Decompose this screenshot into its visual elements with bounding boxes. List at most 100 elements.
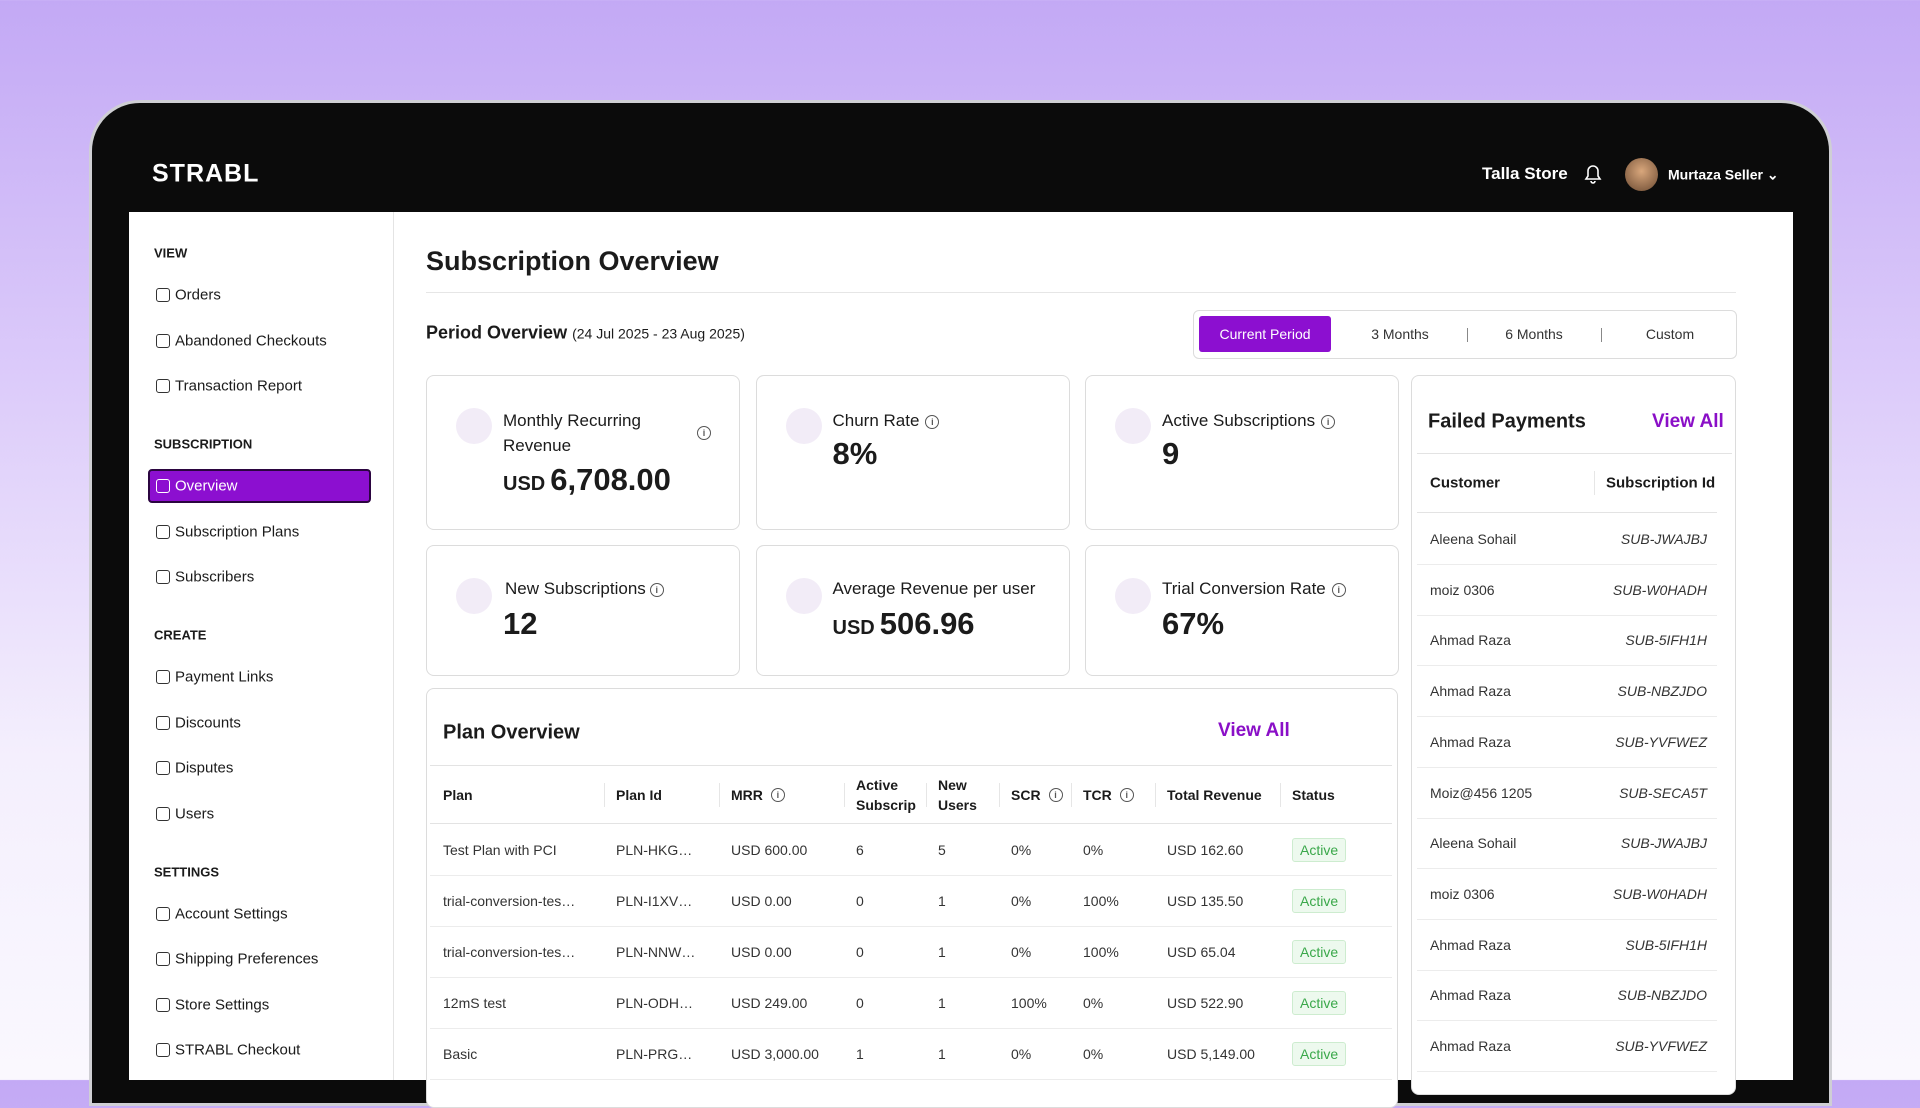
nav-item[interactable]: Abandoned Checkouts bbox=[175, 332, 327, 349]
column-header: Customer bbox=[1430, 474, 1501, 492]
customer-cell: Moiz@456 1205 bbox=[1430, 784, 1533, 801]
metric-value: 9 bbox=[1162, 436, 1179, 472]
table-cell: 100% bbox=[1083, 944, 1119, 960]
table-cell: USD 3,000.00 bbox=[731, 1046, 819, 1062]
table-cell: 5 bbox=[938, 842, 946, 858]
row-border bbox=[1417, 716, 1717, 718]
table-cell: 0 bbox=[856, 995, 864, 1011]
metric-icon bbox=[785, 578, 822, 614]
store-name[interactable]: Talla Store bbox=[1482, 164, 1568, 183]
subscription-id-cell: SUB-NBZJDO bbox=[1617, 683, 1707, 700]
period: Period Overview (24 Jul 2025 - 23 Aug 20… bbox=[426, 323, 745, 344]
subscription-id-cell: SUB-YVFWEZ bbox=[1615, 1038, 1707, 1054]
nav-item[interactable]: Transaction Report bbox=[175, 377, 303, 395]
nav-item[interactable]: Payment Links bbox=[175, 668, 274, 686]
customer-cell: Ahmad Raza bbox=[1430, 733, 1511, 750]
row-border bbox=[1417, 614, 1717, 616]
bell-icon[interactable] bbox=[1584, 164, 1602, 184]
panel-title: Plan Overview bbox=[443, 721, 580, 744]
period-tab[interactable]: 3 Months bbox=[1334, 316, 1466, 352]
customer-cell: Ahmad Raza bbox=[1430, 632, 1511, 649]
info-icon[interactable]: i bbox=[1119, 788, 1134, 802]
nav-item[interactable]: Orders bbox=[175, 286, 221, 304]
tab-separator bbox=[1467, 328, 1468, 342]
period-tab[interactable]: 6 Months bbox=[1468, 316, 1600, 352]
nav-item[interactable]: Store Settings bbox=[175, 996, 270, 1013]
table-cell: 100% bbox=[1011, 995, 1047, 1011]
status-badge: Active bbox=[1292, 940, 1347, 964]
table-cell: 100% bbox=[1083, 893, 1119, 909]
column-divider bbox=[719, 783, 720, 807]
nav-item[interactable]: Overview bbox=[175, 477, 238, 495]
user-menu[interactable]: Murtaza Seller ⌄ bbox=[1668, 166, 1779, 183]
view-all-link[interactable]: View All bbox=[1218, 720, 1290, 741]
customer-cell: Ahmad Raza bbox=[1430, 683, 1511, 700]
metric-value: USD 6,708.00 bbox=[503, 462, 671, 498]
metric-number: 67% bbox=[1162, 606, 1225, 641]
column-divider bbox=[604, 783, 605, 807]
nav-item[interactable]: Disputes bbox=[175, 759, 234, 777]
row-border bbox=[1417, 564, 1717, 565]
table-cell: USD 0.00 bbox=[731, 893, 792, 909]
nav-item[interactable]: Subscribers bbox=[175, 568, 255, 586]
customer-cell: Ahmad Raza bbox=[1430, 987, 1511, 1004]
nav-icon bbox=[156, 906, 170, 921]
view-all-link[interactable]: View All bbox=[1652, 411, 1724, 432]
customer-cell: Ahmad Raza bbox=[1430, 936, 1511, 953]
section-title: SUBSCRIPTION bbox=[154, 436, 253, 452]
nav-icon bbox=[156, 570, 170, 584]
nav-item[interactable]: Subscription Plans bbox=[175, 523, 300, 540]
nav-item[interactable]: Discounts bbox=[175, 714, 241, 731]
subscription-id-cell: SUB-5IFH1H bbox=[1625, 936, 1707, 953]
nav-item[interactable]: Users bbox=[175, 805, 215, 822]
metric-label: Trial Conversion Rate bbox=[1162, 579, 1326, 598]
info-icon[interactable]: i bbox=[697, 426, 711, 440]
table-cell: 6 bbox=[856, 842, 864, 858]
nav-icon bbox=[156, 379, 170, 393]
metric-value: USD 506.96 bbox=[833, 606, 975, 642]
metric-number: 506.96 bbox=[879, 606, 975, 641]
table-cell: USD 0.00 bbox=[731, 944, 792, 960]
nav-icon bbox=[156, 997, 170, 1012]
avatar[interactable] bbox=[1625, 158, 1658, 191]
period-tab[interactable]: Custom bbox=[1604, 316, 1736, 352]
info-icon[interactable]: i bbox=[770, 788, 785, 802]
tab-label: Custom bbox=[1645, 326, 1695, 342]
info-icon[interactable]: i bbox=[925, 415, 940, 429]
nav-item[interactable]: Shipping Preferences bbox=[175, 950, 319, 968]
column-header: Status bbox=[1292, 787, 1335, 803]
metric-icon bbox=[1115, 578, 1151, 614]
metric-value: 67% bbox=[1162, 606, 1224, 642]
active-highlight bbox=[148, 469, 371, 503]
status-badge: Active bbox=[1292, 1042, 1347, 1066]
tab-label: Current Period bbox=[1219, 326, 1311, 342]
table-cell: USD 249.00 bbox=[731, 995, 808, 1011]
period-tab[interactable]: Current Period bbox=[1199, 316, 1331, 352]
column-header: MRR bbox=[731, 787, 763, 803]
customer-cell: moiz 0306 bbox=[1430, 885, 1495, 902]
info-icon[interactable]: i bbox=[1331, 583, 1346, 597]
info-icon[interactable]: i bbox=[649, 583, 664, 597]
header-border bbox=[430, 823, 1392, 824]
row-border bbox=[1417, 1071, 1717, 1072]
table-border bbox=[430, 765, 1392, 766]
table-cell: 12mS test bbox=[443, 995, 507, 1011]
metric-icon bbox=[1115, 408, 1151, 444]
nav-icon bbox=[156, 524, 170, 539]
tab-label: 3 Months bbox=[1371, 326, 1429, 342]
column-header: Plan Id bbox=[616, 787, 662, 803]
subscription-id-cell: SUB-SECA5T bbox=[1619, 784, 1707, 801]
nav-item[interactable]: Account Settings bbox=[175, 905, 288, 922]
logo[interactable]: STRABL bbox=[152, 159, 260, 188]
subscription-id-cell: SUB-5IFH1H bbox=[1625, 632, 1707, 649]
header-border bbox=[1417, 512, 1717, 513]
metric-unit: USD bbox=[503, 473, 546, 495]
info-icon[interactable]: i bbox=[1048, 788, 1063, 802]
tab-label: 6 Months bbox=[1505, 326, 1563, 342]
table-cell: 1 bbox=[856, 1046, 864, 1062]
subscription-id-cell: SUB-YVFWEZ bbox=[1615, 733, 1707, 750]
nav-item[interactable]: STRABL Checkout bbox=[175, 1041, 301, 1059]
info-icon[interactable]: i bbox=[1321, 415, 1336, 429]
table-cell: 1 bbox=[938, 995, 946, 1011]
column-header: Subscription Id bbox=[1606, 474, 1716, 492]
